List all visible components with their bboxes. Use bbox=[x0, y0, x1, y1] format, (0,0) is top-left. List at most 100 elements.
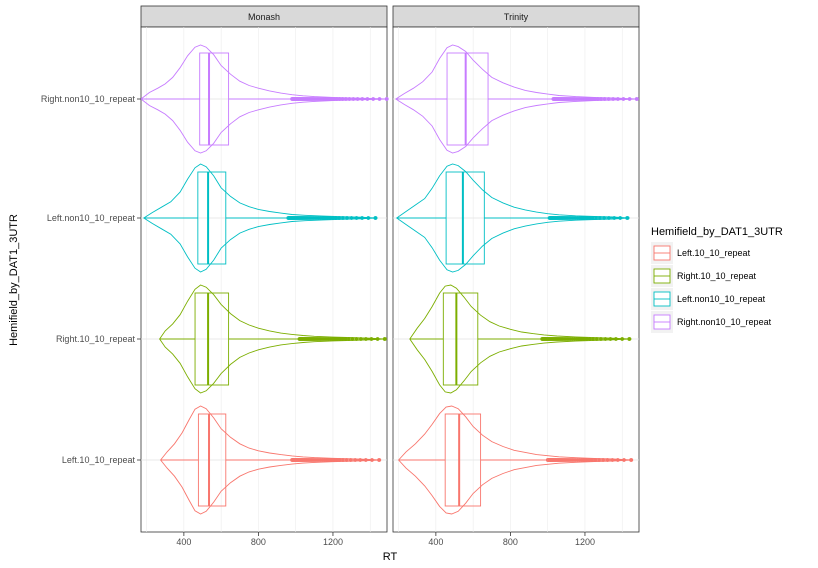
outlier-point bbox=[602, 216, 606, 220]
outlier-point bbox=[363, 337, 368, 341]
outlier-point bbox=[598, 216, 602, 220]
outliers-monash-left-non10-10-repeat bbox=[286, 216, 378, 220]
legend-label-right-10-10-repeat: Right.10_10_repeat bbox=[677, 271, 757, 281]
outlier-point bbox=[622, 458, 626, 462]
outlier-point bbox=[377, 458, 382, 462]
outlier-point bbox=[330, 216, 335, 220]
outlier-point bbox=[607, 216, 611, 220]
outlier-point bbox=[370, 458, 374, 462]
legend-label-left-non10-10-repeat: Left.non10_10_repeat bbox=[677, 294, 766, 304]
x-tick-label-trinity-1200: 1200 bbox=[575, 537, 595, 547]
outlier-point bbox=[610, 458, 615, 462]
panel-plot-monash bbox=[140, 26, 388, 533]
x-tick-label-trinity-400: 400 bbox=[428, 537, 443, 547]
outlier-point bbox=[620, 337, 625, 341]
box-trinity-left-10-10-repeat bbox=[444, 413, 482, 507]
outliers-monash-left-10-10-repeat bbox=[290, 458, 382, 462]
box-monash-right-non10-10-repeat bbox=[199, 52, 230, 146]
x-axis: 400 800 1200 400 800 1200 bbox=[176, 532, 595, 547]
outlier-point bbox=[618, 216, 623, 220]
outlier-point bbox=[349, 216, 354, 220]
marks-trinity bbox=[394, 44, 639, 515]
outlier-point bbox=[606, 97, 611, 101]
outlier-point bbox=[584, 337, 589, 341]
outlier-point bbox=[334, 458, 339, 462]
legend-item-left-non10-10-repeat: Left.non10_10_repeat bbox=[651, 288, 766, 310]
box-monash-right-10-10-repeat bbox=[194, 292, 230, 386]
outlier-point bbox=[337, 216, 342, 220]
y-axis-title: Hemifield_by_DAT1_3UTR bbox=[8, 214, 20, 346]
outlier-point bbox=[599, 97, 603, 101]
y-tick-label-left-10-10-repeat: Left.10_10_repeat bbox=[62, 455, 136, 465]
outliers-trinity-left-non10-10-repeat bbox=[547, 216, 630, 220]
y-tick-label-right-non10-10-repeat: Right.non10_10_repeat bbox=[41, 94, 136, 104]
panel-title-monash: Monash bbox=[248, 12, 280, 22]
legend-title: Hemifield_by_DAT1_3UTR bbox=[651, 226, 783, 238]
outlier-point bbox=[369, 337, 374, 341]
outlier-point bbox=[608, 337, 613, 341]
legend-label-right-non10-10-repeat: Right.non10_10_repeat bbox=[677, 317, 772, 327]
outlier-point bbox=[603, 337, 608, 341]
outlier-point bbox=[355, 97, 360, 101]
outlier-point bbox=[614, 337, 618, 341]
marks-monash bbox=[140, 44, 389, 515]
panel-monash: Monash bbox=[140, 5, 389, 533]
outlier-point bbox=[350, 337, 355, 341]
outlier-point bbox=[371, 97, 376, 101]
outliers-monash-right-10-10-repeat bbox=[297, 337, 387, 341]
outlier-point bbox=[383, 337, 387, 341]
outlier-point bbox=[601, 458, 605, 462]
outlier-point bbox=[343, 97, 348, 101]
outlier-point bbox=[354, 216, 359, 220]
x-tick-label-trinity-800: 800 bbox=[503, 537, 518, 547]
outlier-point bbox=[358, 458, 363, 462]
y-tick-label-left-non10-10-repeat: Left.non10_10_repeat bbox=[47, 213, 136, 223]
outlier-point bbox=[587, 216, 592, 220]
legend-label-left-10-10-repeat: Left.10_10_repeat bbox=[677, 248, 751, 258]
outlier-point bbox=[635, 97, 639, 101]
y-tick-label-right-10-10-repeat: Right.10_10_repeat bbox=[56, 334, 136, 344]
legend-item-right-10-10-repeat: Right.10_10_repeat bbox=[651, 265, 757, 287]
legend-item-left-10-10-repeat: Left.10_10_repeat bbox=[651, 242, 751, 264]
outlier-point bbox=[621, 97, 626, 101]
outlier-point bbox=[365, 97, 370, 101]
outlier-point bbox=[590, 216, 595, 220]
box-trinity-right-non10-10-repeat bbox=[446, 52, 489, 146]
box-trinity-right-10-10-repeat bbox=[442, 292, 479, 386]
outlier-point bbox=[347, 97, 352, 101]
outlier-point bbox=[591, 337, 595, 341]
outlier-point bbox=[358, 337, 363, 341]
outlier-point bbox=[626, 216, 630, 220]
outlier-point bbox=[590, 458, 595, 462]
outlier-point bbox=[594, 216, 598, 220]
outlier-point bbox=[597, 458, 601, 462]
outliers-trinity-right-10-10-repeat bbox=[540, 337, 632, 341]
outlier-point bbox=[616, 97, 620, 101]
legend: Hemifield_by_DAT1_3UTR Left.10_10_repeat… bbox=[651, 226, 783, 333]
outlier-point bbox=[363, 458, 368, 462]
outlier-point bbox=[374, 216, 378, 220]
outlier-point bbox=[343, 337, 348, 341]
outlier-point bbox=[344, 458, 349, 462]
outlier-point bbox=[340, 97, 345, 101]
outlier-point bbox=[353, 458, 358, 462]
outlier-point bbox=[605, 458, 610, 462]
outlier-point bbox=[594, 337, 599, 341]
outlier-point bbox=[599, 337, 603, 341]
panel-plot-trinity bbox=[392, 26, 640, 533]
y-axis: Right.non10_10_repeat Left.non10_10_repea… bbox=[41, 94, 141, 465]
outlier-point bbox=[340, 216, 345, 220]
outlier-point bbox=[333, 216, 338, 220]
outlier-point bbox=[612, 216, 617, 220]
outlier-point bbox=[348, 458, 353, 462]
x-tick-label-monash-1200: 1200 bbox=[323, 537, 343, 547]
outliers-trinity-right-non10-10-repeat bbox=[551, 97, 639, 101]
outlier-point bbox=[366, 216, 371, 220]
panel-trinity: Trinity bbox=[392, 5, 640, 533]
outlier-point bbox=[593, 458, 598, 462]
box-monash-left-10-10-repeat bbox=[197, 413, 227, 507]
outliers-monash-right-non10-10-repeat bbox=[290, 97, 389, 101]
outlier-point bbox=[337, 458, 342, 462]
outlier-point bbox=[346, 337, 351, 341]
